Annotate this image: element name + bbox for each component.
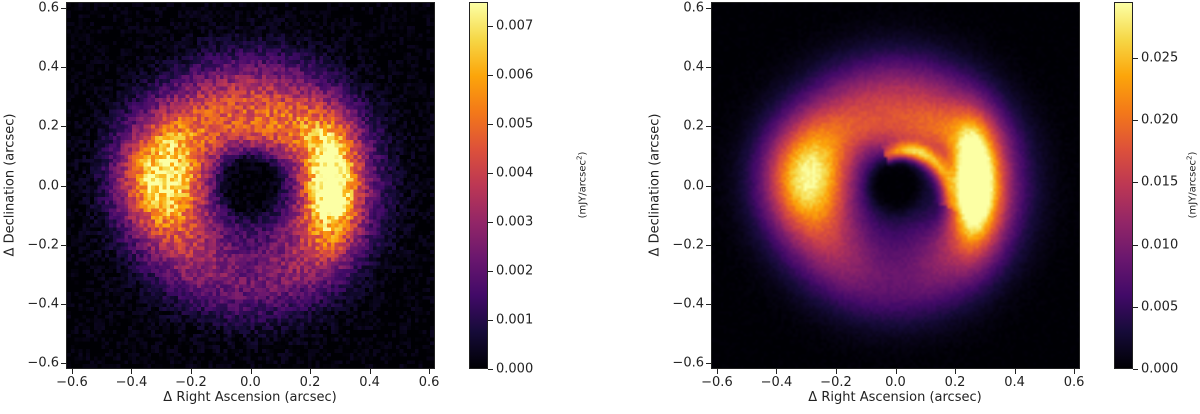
colorbar-tick <box>488 124 493 126</box>
colorbar-tick <box>1133 182 1138 184</box>
x-tick-label: 0.6 <box>418 375 440 390</box>
colorbar-tick <box>488 271 493 273</box>
y-tick <box>61 185 66 187</box>
y-tick <box>706 67 711 69</box>
colorbar-tick-label: 0.020 <box>1141 112 1179 128</box>
right-image-axes <box>711 2 1080 369</box>
colorbar-tick-label: 0.007 <box>496 18 534 34</box>
y-tick-label: −0.2 <box>672 237 704 253</box>
colorbar-tick-label: 0.025 <box>1141 50 1179 66</box>
x-tick-label: −0.4 <box>760 375 793 390</box>
y-tick-label: 0.0 <box>38 178 59 193</box>
y-tick <box>706 363 711 365</box>
y-tick <box>706 303 711 305</box>
left-colorbar <box>469 2 488 369</box>
y-tick-label: 0.4 <box>683 59 704 75</box>
colorbar-tick-label: 0.015 <box>1141 174 1179 190</box>
x-tick <box>835 369 837 374</box>
colorbar-tick-label: 0.000 <box>1141 361 1179 377</box>
y-tick-label: −0.6 <box>672 355 704 371</box>
x-tick-label: 0.4 <box>359 375 380 390</box>
right-x-axis-label: Δ Right Ascension (arcsec) <box>808 390 982 405</box>
x-tick-label: −0.6 <box>56 375 88 390</box>
x-tick <box>1074 369 1076 374</box>
colorbar-tick <box>488 75 493 77</box>
x-tick-label: 0.0 <box>240 375 261 390</box>
colorbar-tick <box>488 320 493 322</box>
x-tick <box>369 369 371 374</box>
y-tick-label: −0.4 <box>672 296 704 312</box>
x-tick-label: −0.2 <box>820 375 852 390</box>
y-tick <box>61 303 66 305</box>
colorbar-tick-label: 0.002 <box>496 263 534 279</box>
left-chart-panel: 0.6 0.4 0.2 0.0 −0.2 −0.4 −0.6 −0.6 −0.4 −0.2 0.0 0… <box>3 0 589 405</box>
x-tick <box>71 369 73 374</box>
x-tick-label: −0.6 <box>701 375 733 390</box>
y-tick-label: 0.6 <box>38 0 59 16</box>
y-tick <box>706 126 711 128</box>
right-colorbar <box>1114 2 1133 369</box>
left-x-axis-label: Δ Right Ascension (arcsec) <box>163 390 337 405</box>
y-tick <box>61 244 66 246</box>
colorbar-tick <box>1133 120 1138 122</box>
y-tick-label: −0.4 <box>27 296 59 312</box>
x-tick <box>895 369 897 374</box>
x-tick <box>955 369 957 374</box>
y-tick-label: 0.0 <box>683 178 704 193</box>
x-tick-label: 0.6 <box>1063 375 1085 390</box>
colorbar-tick <box>1133 57 1138 59</box>
y-tick-label: 0.2 <box>683 118 704 134</box>
y-tick <box>706 244 711 246</box>
y-tick-label: 0.4 <box>38 59 59 75</box>
x-tick <box>1014 369 1016 374</box>
colorbar-tick <box>488 369 493 370</box>
colorbar-tick <box>1133 369 1138 370</box>
left-image-axes <box>66 2 435 369</box>
left-disk-image <box>67 3 434 368</box>
y-tick-label: −0.2 <box>27 237 59 253</box>
x-tick-label: 0.2 <box>299 375 321 390</box>
colorbar-tick-label: 0.003 <box>496 214 534 230</box>
colorbar-tick-label: 0.005 <box>1141 299 1179 315</box>
x-tick-label: 0.4 <box>1004 375 1025 390</box>
colorbar-tick-label: 0.006 <box>496 67 534 83</box>
colorbar-tick-label: 0.000 <box>496 361 534 377</box>
colorbar-tick-label: 0.010 <box>1141 237 1179 253</box>
x-tick <box>776 369 778 374</box>
x-tick <box>716 369 718 374</box>
right-colorbar-label: (mJY/arcsec2) <box>1185 151 1199 219</box>
x-tick <box>131 369 133 374</box>
colorbar-tick <box>488 26 493 28</box>
right-disk-image <box>712 3 1079 368</box>
x-tick-label: 0.0 <box>885 375 906 390</box>
right-y-axis-label: Δ Declination (arcsec) <box>647 113 663 257</box>
x-tick <box>310 369 312 374</box>
y-tick <box>706 7 711 9</box>
y-tick-label: 0.6 <box>683 0 704 16</box>
colorbar-tick <box>1133 306 1138 308</box>
x-tick-label: −0.4 <box>115 375 148 390</box>
x-tick <box>250 369 252 374</box>
y-tick <box>61 363 66 365</box>
x-tick-label: 0.2 <box>944 375 966 390</box>
colorbar-tick-label: 0.001 <box>496 312 534 328</box>
y-tick <box>61 7 66 9</box>
x-tick <box>429 369 431 374</box>
y-tick-label: 0.2 <box>38 118 59 134</box>
x-tick <box>190 369 192 374</box>
y-tick <box>706 185 711 187</box>
colorbar-tick <box>488 173 493 175</box>
x-tick-label: −0.2 <box>175 375 207 390</box>
y-tick <box>61 67 66 69</box>
y-tick <box>61 126 66 128</box>
colorbar-tick-label: 0.005 <box>496 116 534 132</box>
colorbar-tick <box>1133 244 1138 246</box>
colorbar-tick <box>488 222 493 224</box>
y-tick-label: −0.6 <box>27 355 59 371</box>
colorbar-tick-label: 0.004 <box>496 165 534 181</box>
